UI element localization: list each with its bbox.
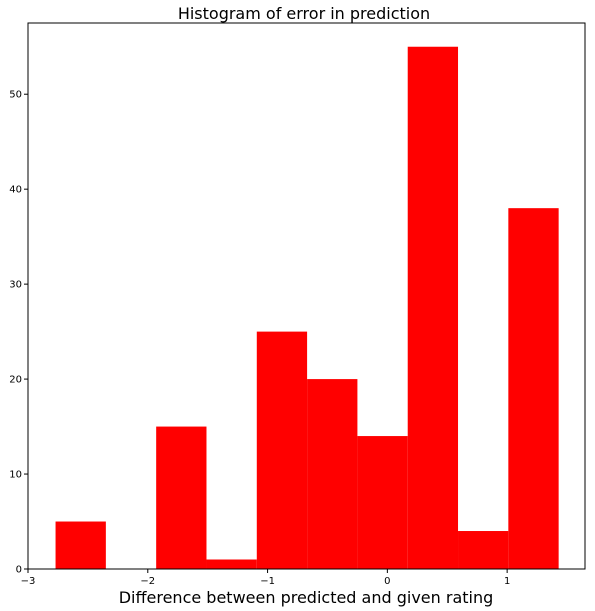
x-tick-label: −1 [260,576,275,587]
y-tick-label: 20 [9,375,22,386]
y-tick-label: 10 [9,470,22,481]
histogram-bar [307,379,358,569]
histogram-bar [156,426,207,569]
x-axis-label: Difference between predicted and given r… [119,588,494,607]
histogram-bar [458,531,509,569]
histogram-bar [357,436,408,569]
histogram-bar [407,46,459,569]
x-tick-label: 1 [504,576,510,587]
x-tick-label: 0 [384,576,390,587]
bars-group [55,46,559,569]
x-tick-label: −3 [21,576,36,587]
histogram-bar [206,559,257,569]
chart-title: Histogram of error in prediction [178,4,430,23]
histogram-bar [55,521,106,569]
y-tick-label: 0 [16,565,22,576]
y-tick-label: 30 [9,280,22,291]
x-tick-label: −2 [140,576,155,587]
x-axis-ticks: −3 −2 −1 0 1 [21,569,510,587]
y-tick-label: 50 [9,90,22,101]
histogram-bar [508,208,559,569]
axes-frame [27,22,586,570]
histogram-bar [256,331,308,569]
y-tick-label: 40 [9,185,22,196]
y-axis-ticks: 0 10 20 30 40 50 [9,90,28,576]
